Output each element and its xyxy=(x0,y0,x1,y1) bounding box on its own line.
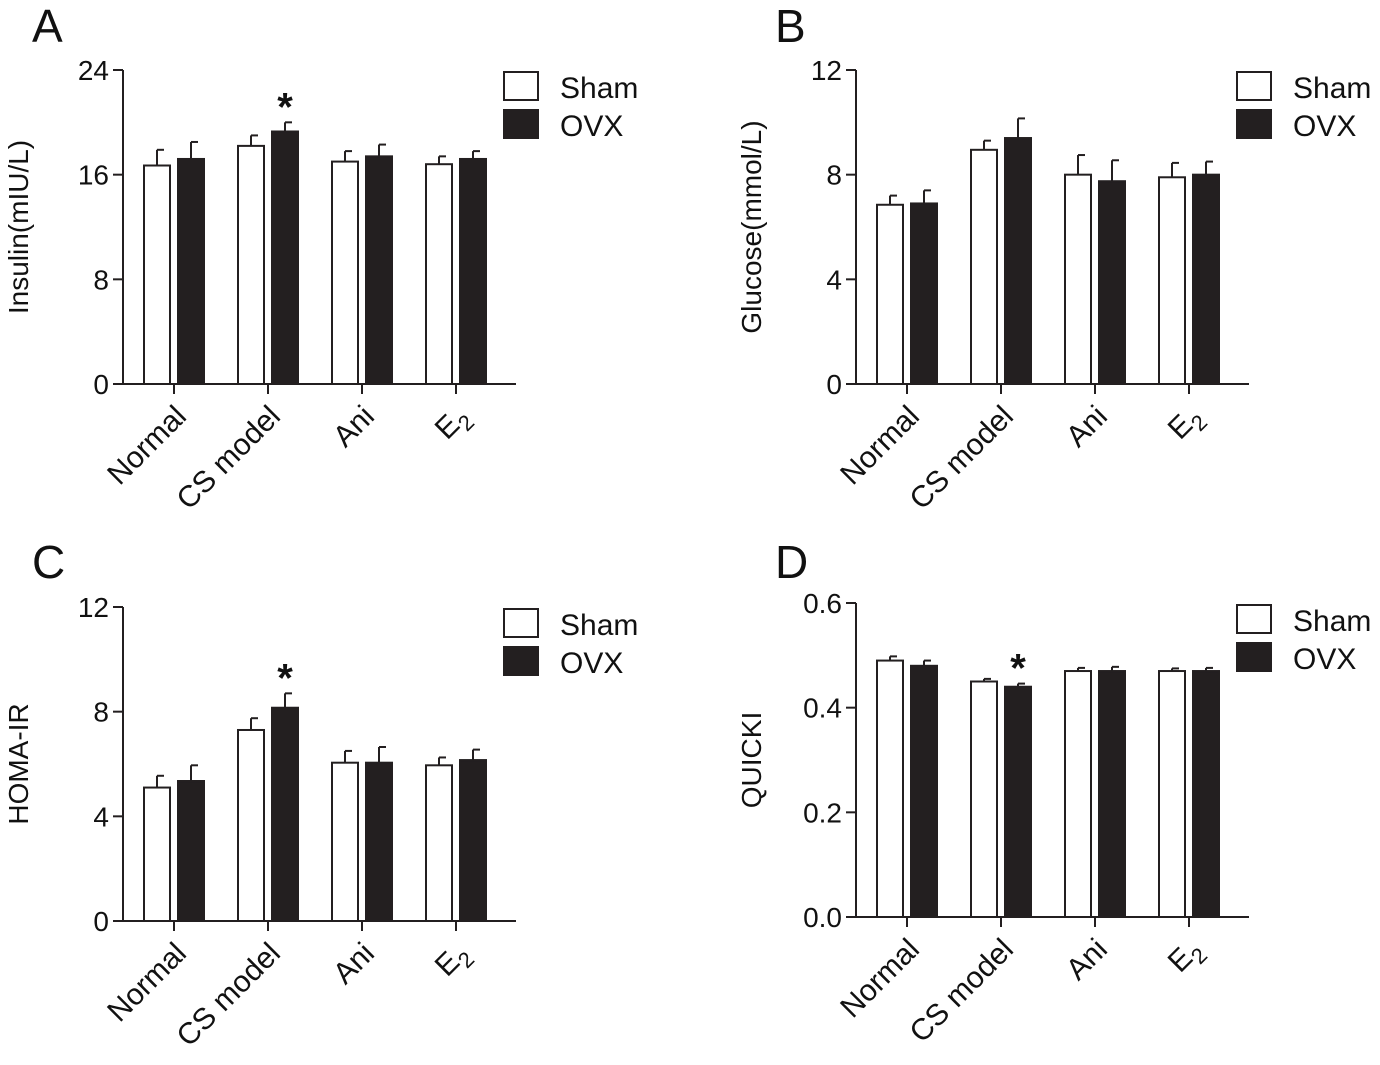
bar-sham-3 xyxy=(425,163,453,385)
bar-sham-2 xyxy=(1064,173,1092,385)
bar-ovx-1 xyxy=(271,130,299,385)
legend-label-sham: Sham xyxy=(560,609,638,642)
y-tick-label: 0.6 xyxy=(803,588,842,619)
y-tick-label: 16 xyxy=(78,160,109,191)
legend-swatch-sham xyxy=(503,71,539,101)
panel-letter: D xyxy=(775,536,808,588)
x-tick-label: E2 xyxy=(1162,400,1212,450)
x-tick-label: CS model xyxy=(170,400,286,516)
bar-sham-1 xyxy=(970,680,998,918)
bar-sham-3 xyxy=(1158,176,1186,385)
legend-label-ovx: OVX xyxy=(1293,110,1356,143)
significance-star: * xyxy=(277,656,293,700)
bar-ovx-0 xyxy=(177,157,205,385)
significance-star: * xyxy=(1010,647,1026,691)
x-tick-label: CS model xyxy=(903,933,1019,1049)
legend-swatch-ovx xyxy=(503,646,539,676)
legend-swatch-ovx xyxy=(503,109,539,139)
x-tick-label: Ani xyxy=(1060,400,1114,454)
y-axis-label: HOMA-IR xyxy=(3,703,34,824)
bar-sham-1 xyxy=(237,728,265,922)
bar-sham-3 xyxy=(425,764,453,923)
y-tick-label: 0 xyxy=(826,369,842,400)
legend-swatch-ovx xyxy=(1236,642,1272,672)
y-tick-label: 8 xyxy=(93,264,109,295)
panel-letter: A xyxy=(32,0,63,52)
x-tick-label: Ani xyxy=(327,400,381,454)
legend-label-sham: Sham xyxy=(1293,605,1371,638)
y-axis-label: QUICKI xyxy=(736,712,767,808)
bar-ovx-1 xyxy=(271,706,299,922)
legend-label-ovx: OVX xyxy=(560,110,623,143)
x-tick-label: E2 xyxy=(1162,933,1212,983)
bar-ovx-0 xyxy=(910,664,938,918)
bar-sham-1 xyxy=(237,144,265,385)
bar-ovx-2 xyxy=(1098,180,1126,385)
bar-sham-0 xyxy=(876,203,904,385)
bar-sham-0 xyxy=(143,786,171,922)
legend-label-sham: Sham xyxy=(560,72,638,105)
x-tick-label: Ani xyxy=(327,937,381,991)
y-axis-label: Glucose(mmol/L) xyxy=(736,120,767,333)
bar-sham-2 xyxy=(1064,670,1092,918)
bar-ovx-1 xyxy=(1004,137,1032,385)
bar-ovx-3 xyxy=(459,157,487,385)
legend-label-ovx: OVX xyxy=(1293,643,1356,676)
bar-sham-2 xyxy=(331,761,359,922)
x-tick-label: E2 xyxy=(429,400,479,450)
x-tick-label: Normal xyxy=(834,933,926,1025)
bar-ovx-2 xyxy=(365,761,393,922)
y-tick-label: 0.2 xyxy=(803,797,842,828)
legend-swatch-ovx xyxy=(1236,109,1272,139)
bar-ovx-3 xyxy=(1192,173,1220,385)
legend-label-sham: Sham xyxy=(1293,72,1371,105)
bar-sham-3 xyxy=(1158,670,1186,918)
y-tick-label: 4 xyxy=(93,801,109,832)
legend-label-ovx: OVX xyxy=(560,647,623,680)
bar-sham-2 xyxy=(331,160,359,385)
y-tick-label: 8 xyxy=(93,697,109,728)
y-tick-label: 24 xyxy=(78,55,109,86)
significance-star: * xyxy=(277,85,293,129)
y-tick-label: 0.4 xyxy=(803,693,842,724)
bar-ovx-3 xyxy=(459,759,487,923)
y-tick-label: 12 xyxy=(811,55,842,86)
legend-swatch-sham xyxy=(1236,71,1272,101)
x-tick-label: CS model xyxy=(170,937,286,1053)
legend-swatch-sham xyxy=(503,608,539,638)
y-axis-label: Insulin(mIU/L) xyxy=(3,140,34,314)
x-tick-label: CS model xyxy=(903,400,1019,516)
y-tick-label: 8 xyxy=(826,160,842,191)
bar-ovx-3 xyxy=(1192,670,1220,918)
x-tick-label: Normal xyxy=(101,937,193,1029)
bar-ovx-0 xyxy=(177,780,205,923)
bar-ovx-2 xyxy=(1098,670,1126,918)
y-tick-label: 0 xyxy=(93,369,109,400)
y-tick-label: 0.0 xyxy=(803,902,842,933)
bar-sham-0 xyxy=(876,659,904,918)
legend-swatch-sham xyxy=(1236,604,1272,634)
x-tick-label: Normal xyxy=(101,400,193,492)
x-tick-label: Ani xyxy=(1060,933,1114,987)
bar-sham-0 xyxy=(143,164,171,385)
y-tick-label: 0 xyxy=(93,906,109,937)
panel-letter: C xyxy=(32,536,65,588)
bar-ovx-0 xyxy=(910,202,938,385)
y-tick-label: 12 xyxy=(78,592,109,623)
bar-ovx-2 xyxy=(365,155,393,385)
bar-sham-1 xyxy=(970,148,998,385)
panel-letter: B xyxy=(775,0,806,52)
y-tick-label: 4 xyxy=(826,264,842,295)
x-tick-label: Normal xyxy=(834,400,926,492)
x-tick-label: E2 xyxy=(429,937,479,987)
bar-ovx-1 xyxy=(1004,685,1032,918)
